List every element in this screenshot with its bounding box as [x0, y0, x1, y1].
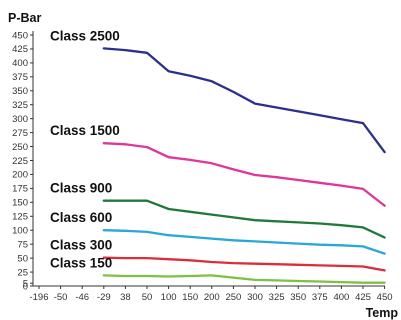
class-150-line: [102, 274, 386, 284]
y-tick-label: 0: [23, 281, 28, 292]
y-tick-label: 425: [12, 44, 28, 55]
x-tick-label: 325: [269, 292, 285, 303]
y-tick-label: 200: [12, 170, 28, 181]
class-300-line: [102, 256, 386, 272]
y-tick-label: 100: [12, 226, 28, 237]
class-300-label: Class 300: [50, 238, 112, 253]
y-tick-label: 225: [12, 156, 28, 167]
y-tick-label: 5: [23, 279, 28, 290]
x-tick-label: 400: [333, 292, 349, 303]
y-tick-label: 25: [17, 267, 28, 278]
x-tick-label: 250: [225, 292, 241, 303]
x-tick-label: 100: [161, 292, 177, 303]
x-tick-label: 350: [290, 292, 306, 303]
y-axis-title: P-Bar: [8, 11, 41, 25]
y-tick-label: 175: [12, 184, 28, 195]
y-tick-label: 450: [12, 30, 28, 41]
class-150-label: Class 150: [50, 255, 112, 270]
x-tick-label: 150: [182, 292, 198, 303]
y-tick-label: 50: [17, 253, 28, 264]
x-tick-label: -29: [97, 292, 111, 303]
x-tick-label: -46: [75, 292, 89, 303]
class-900-line: [102, 199, 386, 239]
class-1500-label: Class 1500: [50, 123, 120, 138]
y-tick-label: 275: [12, 128, 28, 139]
x-tick-label: 300: [247, 292, 263, 303]
x-tick-label: 450: [377, 292, 393, 303]
x-tick-label: 375: [312, 292, 328, 303]
class-2500-label: Class 2500: [50, 28, 120, 43]
y-tick-label: 325: [12, 100, 28, 111]
y-tick-label: 375: [12, 72, 28, 83]
x-tick-label: 200: [204, 292, 220, 303]
x-tick-label: 38: [120, 292, 131, 303]
y-tick-label: 250: [12, 142, 28, 153]
class-1500-line: [102, 142, 386, 207]
x-tick-label: -50: [54, 292, 68, 303]
class-600-label: Class 600: [50, 210, 112, 225]
class-600-line: [102, 229, 386, 255]
y-tick-label: 150: [12, 198, 28, 209]
x-axis-title: Temp: [366, 306, 399, 320]
y-tick-label: 75: [17, 239, 28, 250]
class-900-label: Class 900: [50, 181, 112, 196]
x-tick-label: 425: [355, 292, 371, 303]
class-2500-line: [102, 47, 386, 154]
x-tick-label: 50: [142, 292, 153, 303]
y-tick-label: 300: [12, 114, 28, 125]
y-tick-label: 125: [12, 212, 28, 223]
y-tick-label: 350: [12, 86, 28, 97]
y-tick-label: 400: [12, 58, 28, 69]
x-tick-label: -196: [29, 292, 48, 303]
